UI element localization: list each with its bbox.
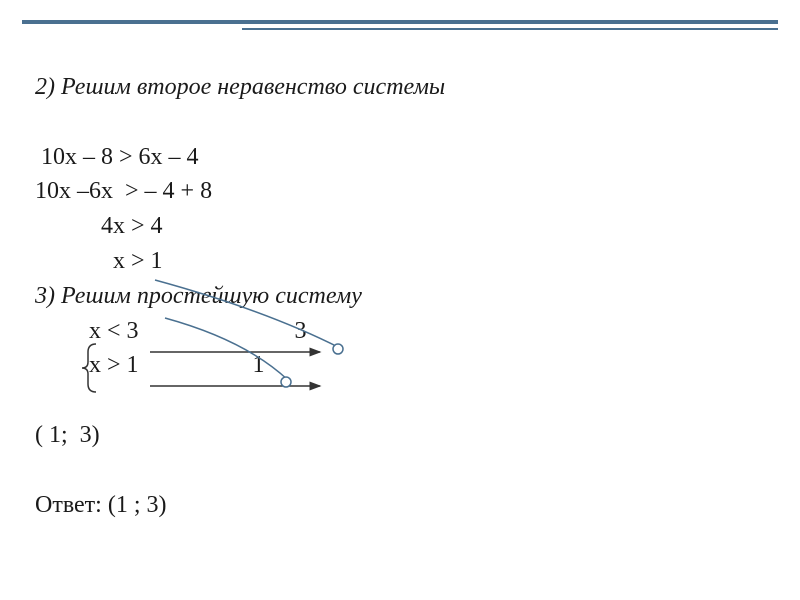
equation-2: 10x –6x > – 4 + 8 xyxy=(35,174,765,209)
blank-line-3 xyxy=(35,453,765,488)
equation-4: x > 1 xyxy=(35,244,765,279)
system-line-2: x > 1 1 xyxy=(35,348,765,383)
system-line-1: x < 3 3 xyxy=(35,314,765,349)
border-line-thick xyxy=(22,20,778,24)
slide-content: 2) Решим второе неравенство системы 10x … xyxy=(35,70,765,522)
interval-result: ( 1; 3) xyxy=(35,418,765,453)
blank-line xyxy=(35,105,765,140)
border-line-thin xyxy=(242,28,778,30)
blank-line-2 xyxy=(35,383,765,418)
answer-line: Ответ: (1 ; 3) xyxy=(35,488,765,523)
equation-3: 4x > 4 xyxy=(35,209,765,244)
heading-step3: 3) Решим простейшую систему xyxy=(35,279,765,314)
equation-1: 10x – 8 > 6x – 4 xyxy=(35,140,765,175)
decorative-top-border xyxy=(22,20,778,36)
heading-step2: 2) Решим второе неравенство системы xyxy=(35,70,765,105)
